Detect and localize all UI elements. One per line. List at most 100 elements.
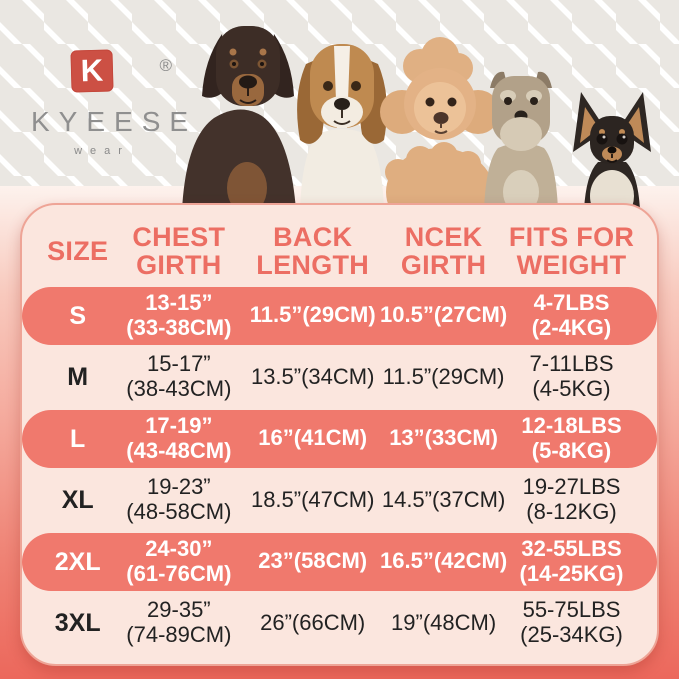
cell-weight: 19-27LBS (8-12KG)	[506, 475, 637, 524]
weight-kg: (5-8KG)	[531, 437, 612, 463]
size-chart-panel: SIZE CHEST GIRTH BACK LENGTH NCEK GIRTH …	[20, 203, 659, 666]
cell-weight: 7-11LBS (4-5KG)	[506, 352, 637, 401]
cell-neck-girth: 19”(48CM)	[381, 609, 506, 636]
chest-inches: 24-30”	[145, 535, 213, 561]
header-chest-line2: GIRTH	[136, 250, 222, 280]
dog-schnauzer	[484, 71, 558, 210]
size-value: XL	[61, 486, 94, 514]
chest-cm: (43-48CM)	[126, 437, 232, 463]
cell-size: XL	[42, 486, 113, 514]
brand-logo-mark: K	[70, 49, 114, 93]
size-value: S	[69, 301, 87, 330]
size-value: 3XL	[54, 609, 101, 637]
neck-value: 14.5”(37CM)	[381, 486, 506, 512]
cell-size: S	[42, 302, 113, 330]
weight-lbs: 19-27LBS	[522, 474, 621, 500]
brand-logo: ® K KYEESE wear	[22, 49, 198, 157]
weight-kg: (2-4KG)	[531, 314, 612, 340]
chest-inches: 29-35”	[147, 597, 211, 623]
cell-size: 2XL	[42, 548, 113, 576]
cell-back-length: 16”(41CM)	[244, 426, 381, 451]
cell-neck-girth: 14.5”(37CM)	[381, 486, 506, 513]
chest-cm: (33-38CM)	[126, 314, 232, 340]
cell-weight: 4-7LBS (2-4KG)	[506, 289, 637, 340]
cell-back-length: 13.5”(34CM)	[244, 363, 381, 390]
header-back-length: BACK LENGTH	[244, 221, 381, 280]
back-value: 18.5”(47CM)	[250, 486, 375, 512]
weight-kg: (14-25KG)	[519, 560, 624, 586]
weight-kg: (8-12KG)	[526, 499, 617, 524]
dogs-illustration	[182, 26, 651, 210]
back-value: 16”(41CM)	[258, 425, 368, 451]
cell-weight: 32-55LBS (14-25KG)	[506, 535, 637, 586]
table-row-s: S 13-15” (33-38CM) 11.5”(29CM) 10.5”(27C…	[22, 286, 657, 345]
brand-subtitle: wear	[74, 145, 130, 157]
cell-chest-girth: 17-19” (43-48CM)	[113, 412, 244, 463]
table-header-row: SIZE CHEST GIRTH BACK LENGTH NCEK GIRTH …	[22, 219, 657, 283]
cell-chest-girth: 15-17” (38-43CM)	[113, 352, 244, 401]
cell-chest-girth: 13-15” (33-38CM)	[113, 289, 244, 340]
header-fits-for-weight: FITS FOR WEIGHT	[506, 221, 637, 280]
weight-lbs: 7-11LBS	[529, 351, 614, 377]
neck-value: 11.5”(29CM)	[382, 363, 505, 389]
cell-back-length: 23”(58CM)	[244, 549, 381, 574]
cell-back-length: 18.5”(47CM)	[244, 486, 381, 513]
dog-doberman	[182, 26, 296, 210]
header-back-line2: LENGTH	[256, 250, 370, 280]
cell-size: M	[42, 363, 113, 391]
header-chest-line1: CHEST	[132, 221, 226, 252]
weight-kg: (4-5KG)	[532, 376, 611, 401]
neck-value: 13”(33CM)	[389, 425, 498, 451]
size-value: 2XL	[54, 547, 101, 576]
weight-lbs: 32-55LBS	[521, 535, 622, 561]
cell-size: L	[42, 425, 113, 453]
table-row-2xl: 2XL 24-30” (61-76CM) 23”(58CM) 16.5”(42C…	[22, 532, 657, 591]
chest-inches: 19-23”	[147, 474, 211, 500]
chest-cm: (61-76CM)	[126, 560, 232, 586]
cell-weight: 12-18LBS (5-8KG)	[506, 412, 637, 463]
size-value: M	[67, 363, 89, 391]
weight-lbs: 12-18LBS	[521, 412, 622, 438]
cell-back-length: 26”(66CM)	[244, 610, 381, 636]
neck-value: 10.5”(27CM)	[380, 302, 508, 328]
weight-kg: (25-34KG)	[520, 622, 623, 647]
chest-inches: 15-17”	[147, 351, 211, 377]
chest-cm: (48-58CM)	[126, 499, 232, 524]
table-row-l: L 17-19” (43-48CM) 16”(41CM) 13”(33CM) 1…	[22, 409, 657, 468]
header-back-line1: BACK	[273, 221, 353, 252]
cell-chest-girth: 24-30” (61-76CM)	[113, 535, 244, 586]
cell-back-length: 11.5”(29CM)	[244, 303, 381, 328]
cell-size: 3XL	[42, 609, 113, 637]
cell-neck-girth: 10.5”(27CM)	[380, 302, 508, 328]
brand-name: KYEESE	[31, 106, 198, 137]
registered-trademark-symbol: ®	[159, 56, 172, 75]
size-value: L	[70, 424, 86, 453]
cell-neck-girth: 16.5”(42CM)	[380, 549, 507, 574]
cell-chest-girth: 19-23” (48-58CM)	[113, 475, 244, 524]
cell-weight: 55-75LBS (25-34KG)	[506, 598, 637, 647]
back-value: 13.5”(34CM)	[250, 363, 375, 389]
chest-inches: 13-15”	[145, 289, 213, 315]
cell-neck-girth: 11.5”(29CM)	[381, 363, 506, 390]
header-weight-line1: FITS FOR	[508, 221, 635, 252]
header-weight-line2: WEIGHT	[516, 250, 627, 280]
dog-poodle	[380, 37, 500, 210]
dog-beagle	[297, 44, 387, 210]
table-row-m: M 15-17” (38-43CM) 13.5”(34CM) 11.5”(29C…	[22, 348, 657, 406]
header-chest-girth: CHEST GIRTH	[113, 221, 244, 280]
header-size-label: SIZE	[47, 235, 109, 266]
chest-inches: 17-19”	[145, 412, 213, 438]
cell-neck-girth: 13”(33CM)	[381, 426, 506, 451]
weight-lbs: 4-7LBS	[533, 289, 610, 315]
header-size: SIZE	[42, 235, 113, 266]
neck-value: 19”(48CM)	[391, 609, 497, 635]
header-neck-line2: GIRTH	[400, 250, 487, 280]
chest-cm: (38-43CM)	[126, 376, 232, 401]
chest-cm: (74-89CM)	[126, 622, 232, 647]
cell-chest-girth: 29-35” (74-89CM)	[113, 598, 244, 647]
weight-lbs: 55-75LBS	[522, 597, 621, 623]
header-neck-line1: NCEK	[404, 221, 483, 252]
back-value: 23”(58CM)	[258, 548, 368, 574]
back-value: 11.5”(29CM)	[249, 302, 376, 328]
